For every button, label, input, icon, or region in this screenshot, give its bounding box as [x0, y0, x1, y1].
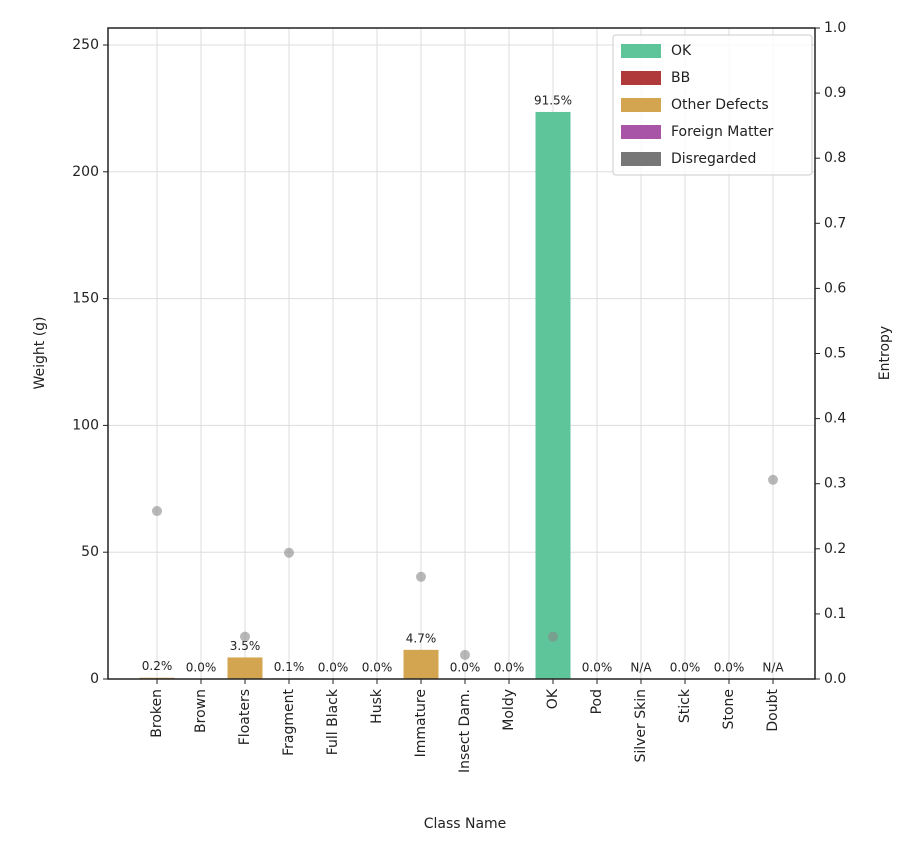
y2-tick-label: 0.2	[824, 541, 846, 557]
entropy-point	[240, 631, 250, 642]
legend-swatch	[621, 71, 661, 85]
percent-label: 3.5%	[230, 639, 261, 653]
y2-tick-label: 0.9	[824, 85, 846, 101]
percent-label: 4.7%	[406, 631, 437, 645]
percent-label: 0.0%	[670, 661, 701, 675]
percent-label: 0.2%	[142, 659, 173, 673]
x-tick-label: Pod	[589, 689, 605, 714]
y2-tick-label: 0.5	[824, 346, 846, 362]
x-tick-label: Broken	[149, 689, 165, 738]
entropy-point	[284, 547, 294, 558]
y2-tick-label: 0.6	[824, 280, 846, 296]
percent-label: 0.1%	[274, 660, 305, 674]
legend-label: BB	[671, 70, 690, 86]
entropy-point	[152, 506, 162, 517]
legend-swatch	[621, 44, 661, 58]
percent-label: 0.0%	[450, 661, 481, 675]
x-tick-label: Stick	[677, 688, 693, 723]
x-axis-label: Class Name	[424, 816, 507, 832]
x-tick-label: OK	[545, 688, 561, 709]
x-tick-label: Floaters	[237, 689, 253, 745]
y2-tick-label: 1.0	[824, 20, 846, 36]
legend-label: Foreign Matter	[671, 124, 774, 140]
x-tick-label: Full Black	[325, 688, 341, 755]
x-tick-label: Brown	[193, 689, 209, 733]
legend-label: Other Defects	[671, 97, 769, 113]
percent-label: 91.5%	[534, 93, 572, 107]
entropy-point	[416, 571, 426, 582]
percent-label: 0.0%	[318, 661, 349, 675]
y2-axis-label: Entropy	[877, 326, 893, 380]
entropy-point	[768, 474, 778, 485]
y-tick-label: 200	[72, 164, 99, 180]
percent-label: N/A	[762, 661, 784, 675]
y2-tick-label: 0.1	[824, 606, 846, 622]
y-tick-label: 100	[72, 417, 99, 433]
percent-label: 0.0%	[582, 661, 613, 675]
y-tick-label: 150	[72, 291, 99, 307]
y-tick-label: 0	[90, 671, 99, 687]
entropy-point	[460, 649, 470, 660]
x-tick-label: Doubt	[765, 689, 781, 732]
legend-label: Disregarded	[671, 151, 756, 167]
y-tick-label: 250	[72, 37, 99, 53]
y2-tick-label: 0.8	[824, 150, 846, 166]
legend-swatch	[621, 152, 661, 166]
legend-box	[612, 34, 813, 176]
x-tick-label: Fragment	[281, 688, 297, 755]
x-tick-label: Silver Skin	[633, 689, 649, 763]
x-tick-label: Insect Dam.	[457, 689, 473, 773]
entropy-point	[548, 631, 558, 642]
legend-label: OK	[671, 43, 692, 59]
bar	[535, 111, 571, 679]
y-tick-label: 50	[81, 544, 99, 560]
x-tick-label: Husk	[369, 688, 385, 724]
percent-label: 0.0%	[186, 661, 217, 675]
percent-label: N/A	[630, 661, 652, 675]
percent-label: 0.0%	[362, 661, 393, 675]
x-tick-label: Immature	[413, 689, 429, 757]
y2-tick-label: 0.4	[824, 411, 846, 427]
percent-label: 0.0%	[494, 661, 525, 675]
legend-swatch	[621, 125, 661, 139]
percent-label: 0.0%	[714, 661, 745, 675]
legend-swatch	[621, 98, 661, 112]
x-tick-label: Stone	[721, 689, 737, 729]
bar	[403, 649, 439, 679]
plot-frame	[107, 27, 816, 680]
y-axis-label: Weight (g)	[32, 316, 48, 389]
x-tick-label: Moldy	[501, 689, 517, 731]
y2-tick-label: 0.7	[824, 215, 846, 231]
y2-tick-label: 0.0	[824, 671, 846, 687]
bar	[227, 657, 263, 679]
y2-tick-label: 0.3	[824, 476, 846, 492]
